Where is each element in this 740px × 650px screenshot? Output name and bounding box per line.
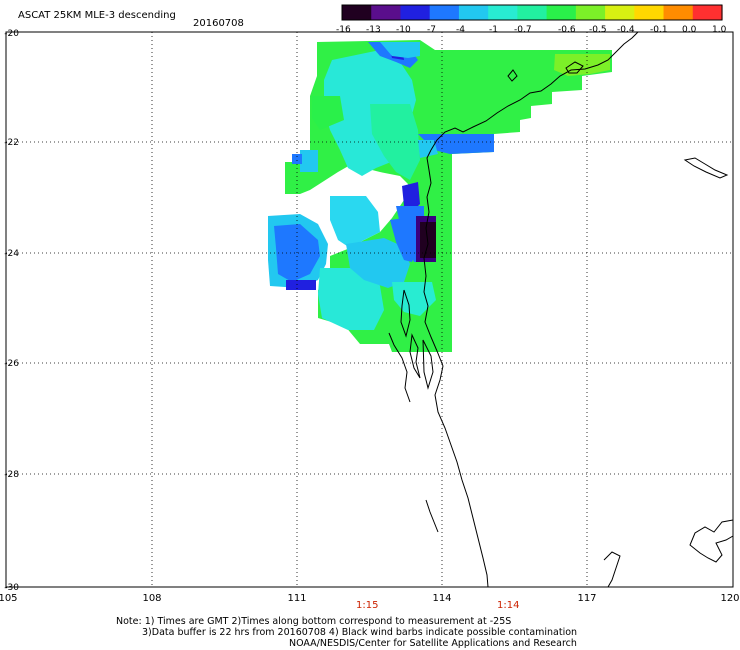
colorbar	[341, 4, 723, 21]
product-title: ASCAT 25KM MLE-3 descending	[18, 10, 176, 21]
swath-region	[380, 42, 420, 58]
colorbar-segment	[546, 5, 577, 20]
lat-label: -28	[4, 470, 19, 480]
swath-region	[402, 182, 420, 212]
lat-label: -30	[4, 583, 19, 593]
colorbar-label: -1	[489, 25, 498, 35]
colorbar-label: -13	[366, 25, 381, 35]
colorbar-label: 0.0	[682, 25, 697, 35]
swath-region	[300, 150, 318, 172]
colorbar-segment	[488, 5, 518, 20]
colorbar-label: -0.1	[650, 25, 668, 35]
plot-frame	[5, 31, 734, 588]
latitude-labels: -20 -22 -24 -26 -28 -30	[4, 29, 19, 593]
lat-lon-grid	[6, 32, 733, 587]
colorbar-segment	[458, 5, 489, 20]
colorbar-label: -16	[336, 25, 351, 35]
colorbar-outline	[341, 4, 723, 21]
colorbar-segment	[575, 5, 606, 20]
product-date: 20160708	[193, 18, 244, 29]
lat-label: -22	[4, 138, 19, 148]
colorbar-segment	[692, 5, 723, 20]
pass-time-2: 1:14	[497, 600, 520, 611]
lon-label: 120	[720, 593, 739, 604]
swath-region	[392, 282, 436, 316]
mle-swath	[268, 40, 612, 352]
colorbar-label: -4	[456, 25, 465, 35]
colorbar-label: -0.7	[514, 25, 532, 35]
colorbar-label: -7	[427, 25, 436, 35]
coastline	[388, 31, 734, 588]
colorbar-segment	[400, 5, 431, 20]
pass-time-1: 1:15	[356, 600, 379, 611]
colorbar-segment	[371, 5, 402, 20]
colorbar-segment	[663, 5, 694, 20]
colorbar-segment	[605, 5, 635, 20]
longitude-labels: 105 108 111 114 117 120	[0, 593, 740, 604]
lat-label: -20	[4, 29, 19, 39]
colorbar-segment	[429, 5, 460, 20]
colorbar-label: -0.6	[558, 25, 576, 35]
swath-region	[346, 238, 410, 288]
colorbar-label: -10	[396, 25, 411, 35]
colorbar-segment	[517, 5, 548, 20]
swath-region	[318, 268, 384, 330]
swath-region	[292, 154, 302, 164]
note-line-3: NOAA/NESDIS/Center for Satellite Applica…	[289, 638, 577, 649]
lon-label: 117	[577, 593, 596, 604]
lon-label: 105	[0, 593, 18, 604]
colorbar-label: 1.0	[712, 25, 727, 35]
lon-label: 114	[432, 593, 451, 604]
swath-region	[418, 134, 494, 154]
colorbar-label: -0.4	[617, 25, 635, 35]
note-line-1: Note: 1) Times are GMT 2)Times along bot…	[116, 616, 512, 627]
colorbar-segment	[634, 5, 665, 20]
lat-label: -26	[4, 359, 19, 369]
swath-region	[330, 196, 380, 248]
note-line-2: 3)Data buffer is 22 hrs from 20160708 4)…	[142, 627, 578, 638]
swath-region	[286, 280, 316, 290]
colorbar-label: -0.5	[589, 25, 607, 35]
lon-label: 108	[142, 593, 161, 604]
colorbar-segment	[342, 5, 372, 20]
swath-region	[312, 96, 344, 130]
lat-label: -24	[4, 249, 19, 259]
lon-label: 111	[287, 593, 306, 604]
swath-region	[418, 140, 438, 158]
